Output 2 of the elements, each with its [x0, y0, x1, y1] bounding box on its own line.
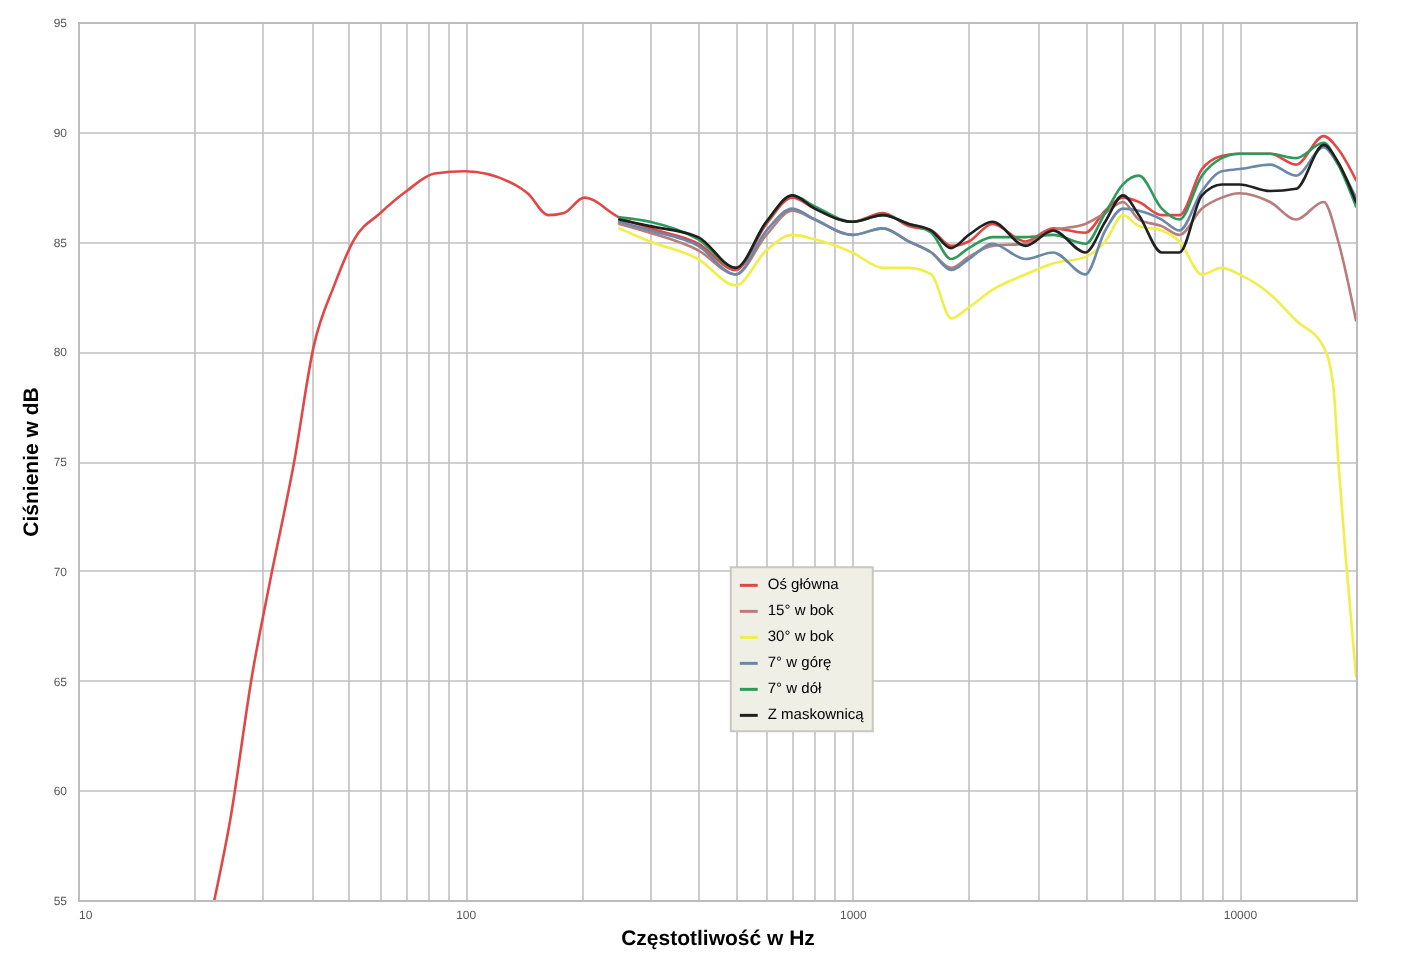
y-axis-title: Ciśnienie w dB — [19, 386, 44, 537]
x-axis-title: Częstotliwość w Hz — [621, 927, 815, 951]
